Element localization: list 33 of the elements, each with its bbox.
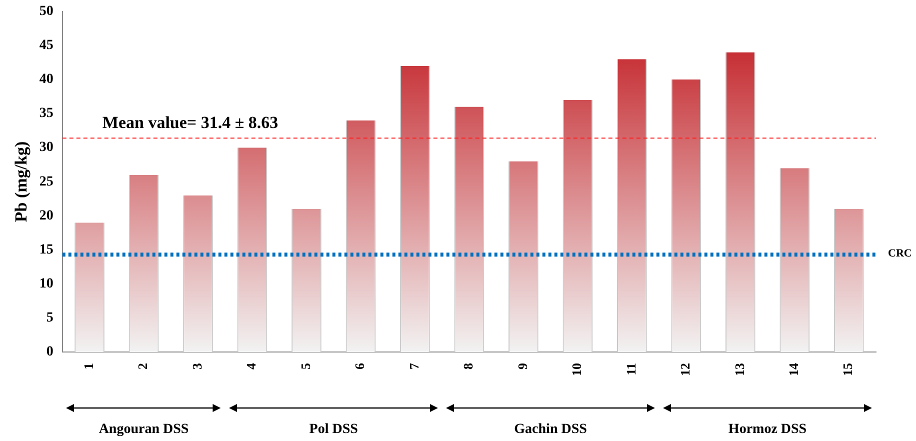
x-tick-label: 7 <box>406 362 422 370</box>
text: Gachin DSS <box>514 422 587 438</box>
x-tick-label: 11 <box>623 363 638 376</box>
x-tick-label: 14 <box>786 362 801 376</box>
y-tick-label: 30 <box>39 140 54 156</box>
y-tick-label: 5 <box>46 310 54 326</box>
x-tick-label: 1 <box>80 363 96 370</box>
y-tick-label: 50 <box>39 4 54 20</box>
x-tick-label: 8 <box>460 362 476 370</box>
y-tick-label: 25 <box>39 174 54 190</box>
text: Angouran DSS <box>98 422 189 438</box>
y-tick-label: 35 <box>39 106 54 122</box>
x-tick-label: 3 <box>189 362 204 370</box>
x-tick-label: 12 <box>678 363 693 376</box>
x-tick-label: 15 <box>840 362 856 376</box>
x-tick-label: 5 <box>298 362 313 370</box>
y-tick-label: 45 <box>39 38 54 54</box>
x-tick-label: 9 <box>514 362 530 370</box>
y-tick-label: 40 <box>39 72 54 88</box>
y-axis-title: Pb (mg/kg) <box>12 141 31 222</box>
x-tick-label: 4 <box>244 362 259 370</box>
x-tick-label: 13 <box>732 362 747 376</box>
text: Hormoz DSS <box>728 422 807 438</box>
ref-line-label: CRC <box>888 247 912 260</box>
y-tick-label: 20 <box>39 208 54 224</box>
y-tick-label: 10 <box>39 276 54 292</box>
y-tick-label: 0 <box>46 344 54 360</box>
x-tick-label: 10 <box>569 363 584 376</box>
x-tick-label: 6 <box>352 362 368 370</box>
text: Pol DSS <box>309 422 358 438</box>
y-tick-label: 15 <box>39 242 54 258</box>
ref-line-label: Mean value= 31.4 ± 8.63 <box>102 112 278 132</box>
x-tick-label: 2 <box>135 363 150 370</box>
